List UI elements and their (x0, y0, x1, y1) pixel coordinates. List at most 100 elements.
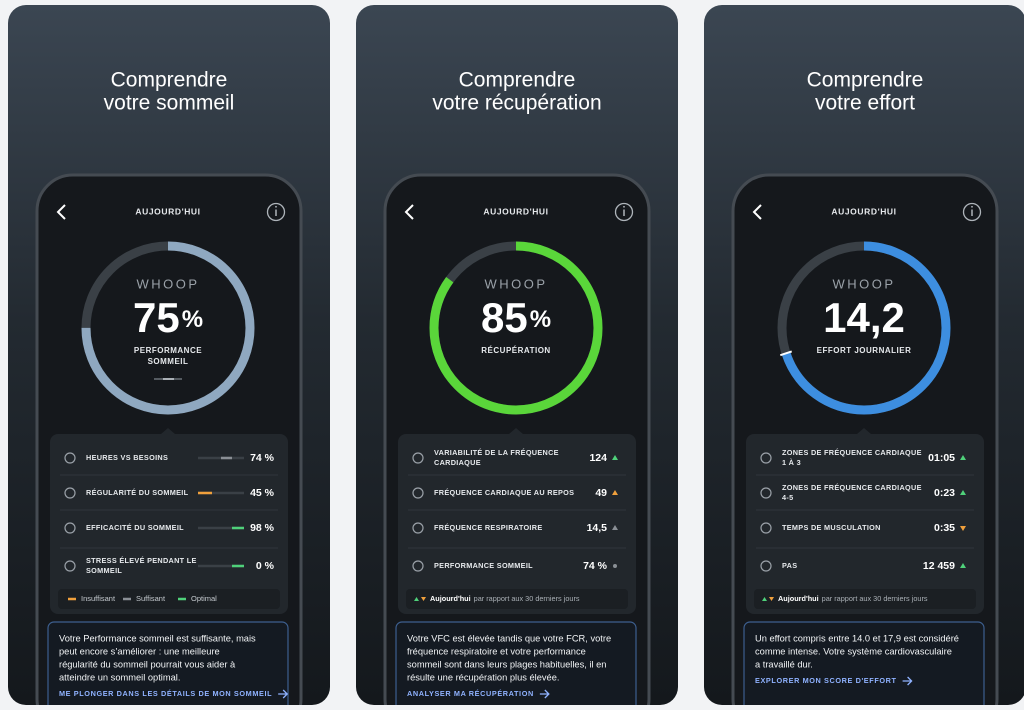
metric-label: ZONES DE FRÉQUENCE CARDIAQUE (782, 483, 922, 492)
score-label: RÉCUPÉRATION (481, 346, 550, 355)
score-label: EFFORT JOURNALIER (817, 346, 912, 355)
trend-up (612, 490, 618, 495)
phone: AUJOURD'HUI WHOOP 75% PERFORMANCE SOMMEIL HEU… (35, 173, 303, 705)
metric-value: 74 % (250, 452, 275, 464)
metric-icon (64, 452, 76, 464)
metric-label: HEURES VS BESOINS (86, 453, 168, 462)
metric-value: 0 % (256, 560, 275, 572)
metric-icon (760, 522, 772, 534)
metric-value: 45 % (250, 487, 275, 499)
metric-label: RÉGULARITÉ DU SOMMEIL (86, 488, 189, 497)
metric-value: 0:35 (934, 522, 955, 534)
brand-logo: WHOOP (832, 276, 895, 291)
comparison-text: par rapport aux 30 derniers jours (474, 594, 580, 603)
score-ring (81, 241, 255, 415)
metric-label: STRESS ÉLEVÉ PENDANT LE (86, 556, 197, 565)
legend-label: Suffisant (136, 594, 166, 603)
metric-value: 49 (595, 487, 607, 499)
metric-label: PERFORMANCE SOMMEIL (434, 561, 533, 570)
legend-label: Insuffisant (81, 594, 116, 603)
back-button[interactable] (56, 204, 66, 220)
panel-title: Comprendre (111, 69, 228, 92)
metric-label: VARIABILITÉ DE LA FRÉQUENCE (434, 448, 559, 457)
score-ring (429, 241, 603, 415)
summary-text: régularité du sommeil pourrait vous aide… (59, 659, 236, 669)
trend-up (960, 490, 966, 495)
detail-link[interactable]: ME PLONGER DANS LES DÉTAILS DE MON SOMME… (59, 689, 272, 698)
metric-label: TEMPS DE MUSCULATION (782, 523, 881, 532)
metric-value: 12 459 (923, 560, 955, 572)
link-arrow[interactable] (902, 676, 913, 686)
metric-label: 4-5 (782, 493, 793, 502)
brand-logo: WHOOP (484, 276, 547, 291)
metrics-card (50, 434, 288, 614)
trend-dot (613, 564, 617, 568)
summary-text: sommeil sont dans leurs plages habituell… (407, 659, 606, 669)
metric-icon (760, 452, 772, 464)
trend-down (769, 597, 774, 601)
summary-text: Votre VFC est élevée tandis que votre FC… (407, 633, 611, 643)
info-button[interactable] (962, 202, 982, 222)
detail-link[interactable]: EXPLORER MON SCORE D'EFFORT (755, 676, 897, 685)
trend-up (960, 455, 966, 460)
link-arrow[interactable] (539, 689, 550, 699)
panel-title: Comprendre (459, 69, 576, 92)
metric-icon (412, 452, 424, 464)
comparison-text: par rapport aux 30 derniers jours (822, 594, 928, 603)
score-unit: % (530, 306, 551, 333)
info-button[interactable] (614, 202, 634, 222)
legend-label: Optimal (191, 594, 217, 603)
metric-icon (412, 522, 424, 534)
comparison-note: Aujourd'hui par rapport aux 30 derniers j… (778, 594, 928, 603)
phone: AUJOURD'HUI WHOOP 85% RÉCUPÉRATION VARIABILI… (383, 173, 651, 705)
score-number: 75 (133, 294, 180, 341)
trend-down (421, 597, 426, 601)
summary-text: peut encore s’améliorer : une meilleure (59, 646, 220, 656)
metric-label: ZONES DE FRÉQUENCE CARDIAQUE (782, 448, 922, 457)
panel-title: votre récupération (432, 92, 601, 115)
link-arrow[interactable] (278, 689, 289, 699)
metric-icon (64, 522, 76, 534)
back-button[interactable] (752, 204, 762, 220)
summary-text: a travaillé dur. (755, 659, 813, 669)
metrics-card (398, 434, 636, 614)
screen-header: AUJOURD'HUI (831, 206, 896, 216)
score-number: 85 (481, 294, 528, 341)
summary-text: Un effort compris entre 14.0 et 17,9 est… (755, 633, 959, 643)
metric-value: 0:23 (934, 487, 955, 499)
metric-label: FRÉQUENCE RESPIRATOIRE (434, 523, 543, 532)
legend-box (406, 589, 628, 609)
summary-text: résulte une récupération plus élevée. (407, 672, 559, 682)
metric-icon (760, 487, 772, 499)
trend-up (414, 597, 419, 601)
score-ring (777, 241, 951, 415)
info-glyph (623, 205, 625, 208)
panel-title: votre effort (815, 92, 915, 115)
card-notch (857, 428, 871, 434)
phone: AUJOURD'HUI WHOOP 14,2 EFFORT JOURNALIER ZON… (731, 173, 999, 705)
card-notch (509, 428, 523, 434)
info-button[interactable] (266, 202, 286, 222)
panel-title: votre sommeil (104, 92, 235, 115)
back-button[interactable] (404, 204, 414, 220)
trend-up (612, 455, 618, 460)
brand-logo: WHOOP (136, 276, 199, 291)
score-number: 14,2 (823, 294, 905, 341)
detail-link[interactable]: ANALYSER MA RÉCUPÉRATION (407, 689, 534, 698)
legend-box (58, 589, 280, 609)
metric-icon (64, 487, 76, 499)
trend-up (612, 525, 618, 530)
score-value: 14,2 (823, 294, 905, 341)
summary-box (395, 621, 637, 705)
metric-icon (64, 560, 76, 572)
trend-up (762, 597, 767, 601)
metric-label: EFFICACITÉ DU SOMMEIL (86, 523, 184, 532)
panel-title: Comprendre (807, 69, 924, 92)
metric-label: PAS (782, 561, 797, 570)
summary-text: atteindre un sommeil optimal. (59, 672, 180, 682)
metric-icon (412, 560, 424, 572)
info-glyph (275, 205, 277, 208)
